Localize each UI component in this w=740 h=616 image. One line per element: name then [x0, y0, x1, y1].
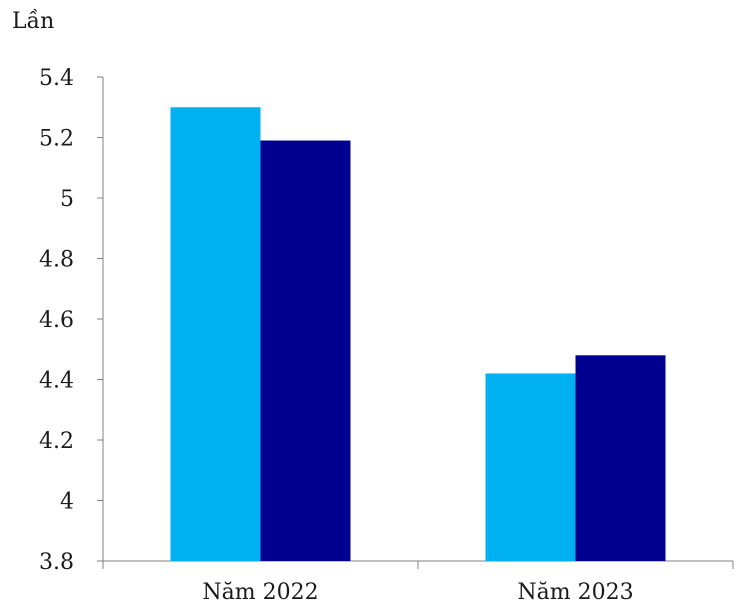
x-category-label: Năm 2023 [517, 580, 633, 605]
bar-series-2-2 [575, 355, 666, 561]
y-tick-label: 4 [60, 490, 74, 515]
bar-series-1-1 [170, 107, 261, 561]
bar-series-1-2 [485, 373, 576, 561]
y-tick-label: 4.2 [39, 429, 74, 454]
y-tick-label: 4.6 [39, 308, 74, 333]
y-tick-label: 4.4 [39, 369, 74, 394]
y-tick-label: 4.8 [39, 248, 74, 273]
y-tick-label: 5.4 [39, 66, 74, 91]
chart-bars [170, 107, 666, 561]
bar-series-2-1 [260, 140, 351, 561]
y-axis-ticks: 3.8 4 4.2 4.4 4.6 4.8 5 5.2 5.4 [39, 66, 103, 575]
x-category-label: Năm 2022 [202, 580, 318, 605]
y-unit-label: Lần [12, 8, 54, 34]
x-axis-labels: Năm 2022 Năm 2023 [202, 580, 633, 605]
y-tick-label: 5.2 [39, 127, 74, 152]
y-tick-label: 3.8 [39, 550, 74, 575]
y-tick-label: 5 [60, 187, 74, 212]
